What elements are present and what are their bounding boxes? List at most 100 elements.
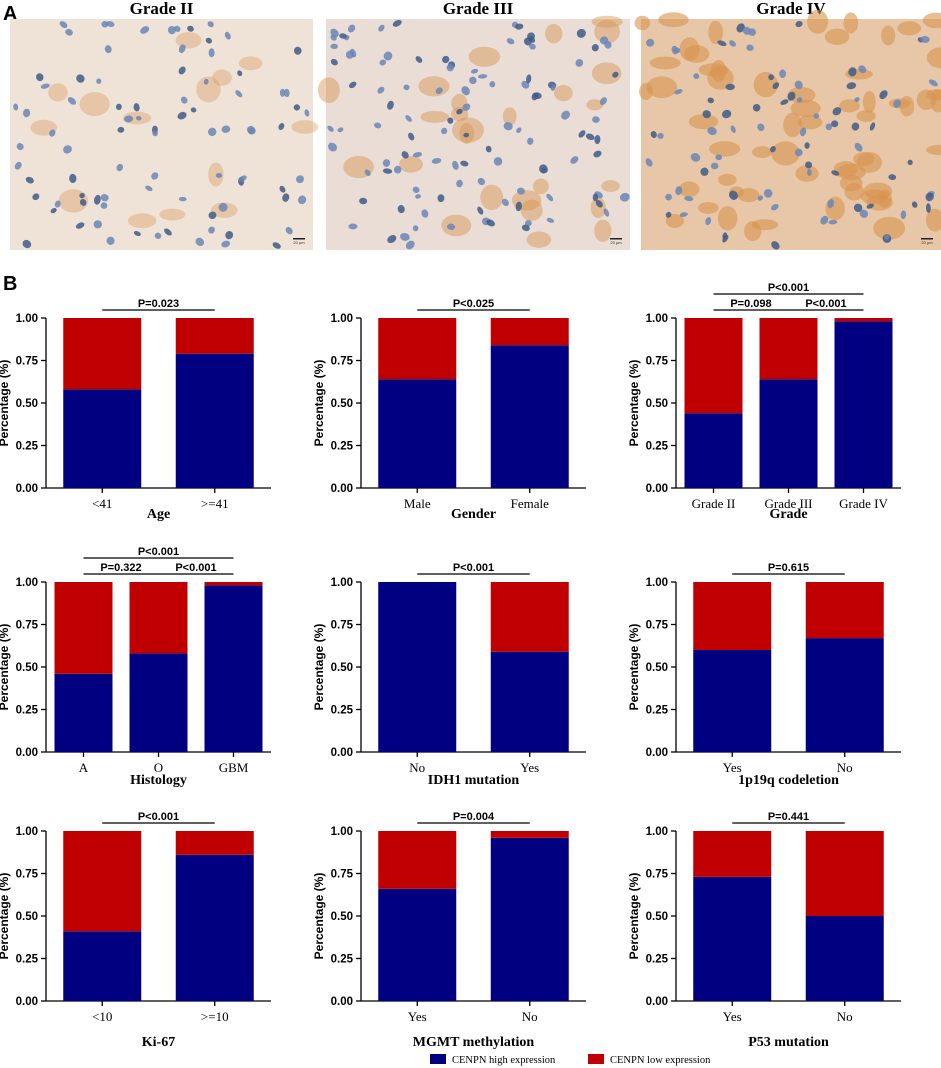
nucleus	[79, 192, 85, 199]
bar-high-2	[175, 353, 254, 488]
stain-blob	[79, 92, 110, 117]
x-axis-label: P53 mutation	[748, 1035, 829, 1050]
p-value-label: P<0.001	[768, 282, 809, 294]
nucleus	[516, 127, 522, 134]
nucleus	[700, 167, 709, 176]
nucleus	[463, 132, 470, 138]
y-tick-label: 0.00	[331, 747, 353, 759]
stain-blob	[825, 196, 845, 221]
stain-blob	[452, 117, 484, 143]
stain-blob	[853, 152, 875, 167]
y-axis-label: Percentage (%)	[0, 360, 11, 447]
nucleus	[489, 81, 496, 88]
nucleus	[136, 115, 142, 121]
stain-blob	[790, 99, 821, 118]
nucleus	[528, 36, 536, 43]
nucleus	[225, 231, 234, 240]
nucleus	[832, 107, 842, 116]
y-tick-label: 0.75	[16, 356, 39, 368]
nucleus	[124, 115, 134, 123]
stain-blob	[594, 219, 612, 242]
stain-blob	[601, 180, 620, 193]
nucleus	[203, 78, 209, 85]
stain-blob	[688, 114, 719, 130]
y-tick-label: 0.50	[646, 911, 668, 923]
nucleus	[415, 194, 421, 199]
bar-low-3	[834, 318, 893, 322]
nucleus	[693, 73, 700, 80]
nucleus	[770, 146, 776, 153]
nucleus	[722, 234, 729, 243]
nucleus	[140, 26, 150, 34]
stain-blob	[590, 197, 606, 219]
p-value-label: P<0.001	[138, 546, 179, 558]
nucleus	[796, 97, 803, 103]
nucleus	[279, 185, 286, 193]
nucleus	[54, 200, 61, 208]
y-tick-label: 0.75	[331, 869, 354, 881]
nucleus	[506, 38, 515, 45]
nucleus	[412, 186, 420, 193]
stain-blob	[208, 162, 224, 187]
nucleus	[603, 208, 610, 217]
stain-blob	[697, 202, 719, 214]
y-axis-label: Percentage (%)	[627, 873, 641, 960]
y-tick-label: 0.25	[16, 954, 39, 966]
nucleus	[546, 217, 555, 223]
stain-blob	[709, 141, 741, 157]
stain-blob	[586, 99, 604, 111]
y-tick-label: 0.50	[16, 911, 38, 923]
chart-2: 0.00 0.25 0.50 0.75 1.00 Percentage (%) Male Fe…	[312, 298, 586, 522]
nucleus	[377, 86, 385, 94]
chart-4: 0.00 0.25 0.50 0.75 1.00 Percentage (%) A O GBM H…	[0, 546, 271, 788]
nucleus	[771, 203, 779, 211]
nucleus	[846, 82, 857, 90]
scale-bar-label: 20 µm	[921, 240, 933, 245]
bar-low-1	[54, 582, 113, 674]
nucleus	[59, 21, 68, 29]
nucleus	[247, 127, 256, 135]
stain-blob	[926, 208, 941, 232]
y-axis-label: Percentage (%)	[0, 873, 11, 960]
category-label: No	[409, 760, 425, 775]
micrograph-row: Grade II 20 µm Grade III 20 µm Grade IV 20 µm	[10, 0, 941, 250]
nucleus	[595, 200, 603, 208]
bar-high-2	[175, 854, 254, 1001]
nucleus	[477, 74, 488, 79]
nucleus	[462, 103, 471, 111]
nucleus	[780, 99, 789, 105]
stain-blob	[881, 25, 896, 46]
bar-high-2	[129, 653, 188, 752]
nucleus	[394, 165, 402, 174]
nucleus	[804, 142, 810, 149]
nucleus	[383, 51, 393, 61]
stain-blob	[926, 47, 941, 69]
nucleus	[296, 175, 304, 184]
stain-blob	[771, 141, 800, 166]
nucleus	[529, 43, 536, 50]
category-label: A	[79, 760, 89, 775]
y-tick-label: 0.25	[646, 705, 669, 717]
nucleus	[900, 210, 907, 220]
stain-blob	[678, 181, 700, 198]
category-label: No	[837, 760, 853, 775]
p-value-label: P=0.098	[730, 298, 771, 310]
nucleus	[408, 132, 415, 141]
chart-1: 0.00 0.25 0.50 0.75 1.00 Percentage (%) <41 >=4…	[0, 298, 271, 522]
stain-blob	[926, 144, 941, 156]
y-tick-label: 0.25	[16, 705, 39, 717]
legend: CENPN high expression CENPN low expressio…	[430, 1054, 711, 1066]
y-axis-label: Percentage (%)	[627, 624, 641, 711]
nucleus	[421, 209, 429, 218]
stain-blob	[916, 89, 937, 111]
stain-blob	[634, 15, 651, 31]
y-tick-label: 1.00	[16, 577, 38, 589]
chart-8: 0.00 0.25 0.50 0.75 1.00 Percentage (%) Yes No M…	[312, 811, 586, 1050]
nucleus	[539, 164, 548, 174]
p-value-label: P<0.001	[138, 811, 179, 823]
y-tick-label: 0.00	[646, 747, 668, 759]
stain-blob	[398, 156, 423, 173]
nucleus	[145, 185, 153, 192]
nucleus	[707, 97, 714, 104]
stain-blob	[594, 19, 621, 44]
